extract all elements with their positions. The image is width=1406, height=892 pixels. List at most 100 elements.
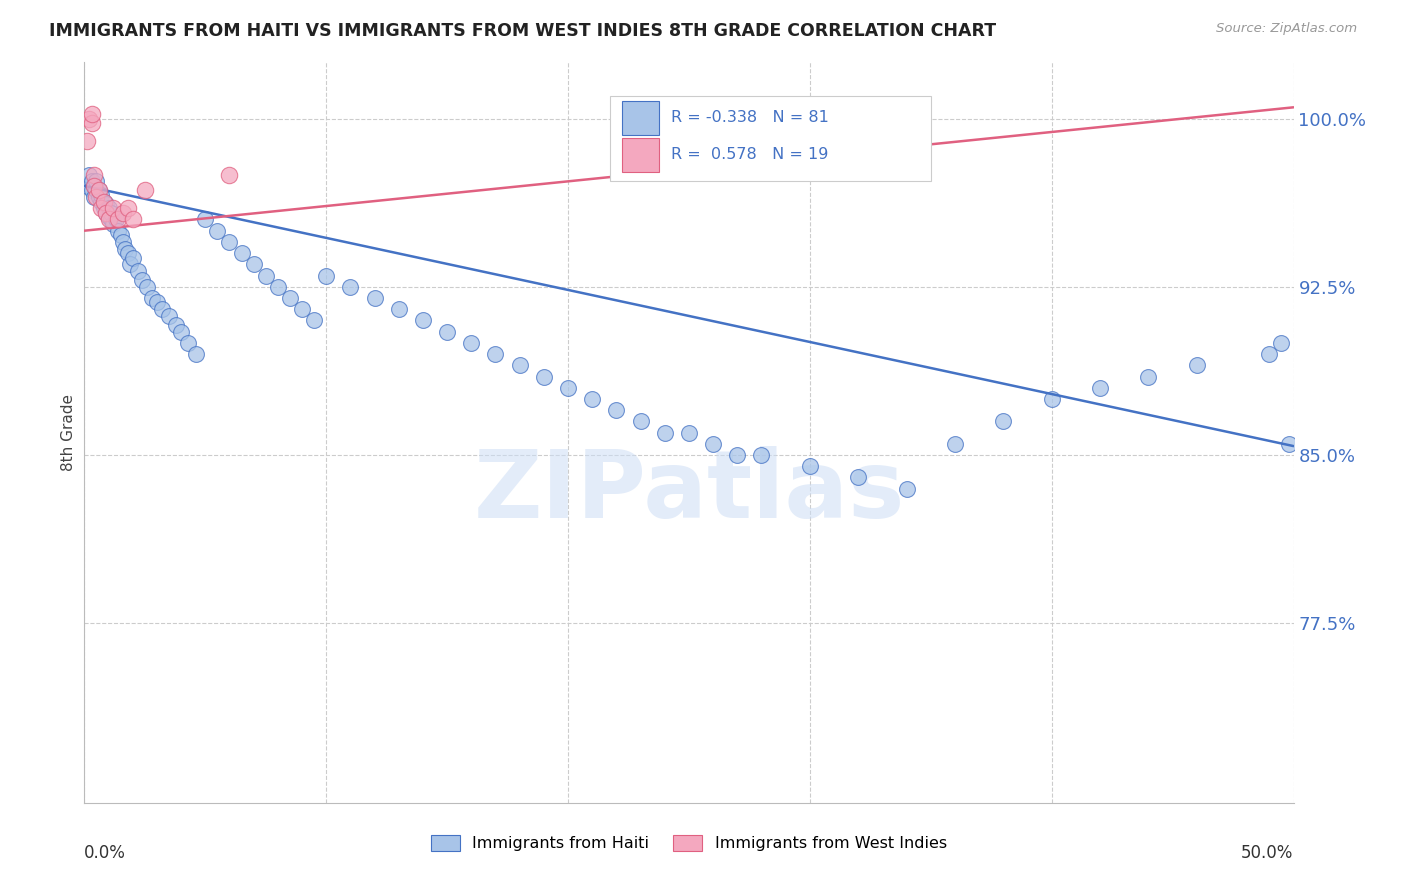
- Point: [315, 268, 337, 283]
- Point: [436, 325, 458, 339]
- Point: [1185, 359, 1208, 373]
- Point: [83, 178, 105, 193]
- Point: [302, 313, 325, 327]
- Point: [184, 347, 207, 361]
- Point: [1137, 369, 1160, 384]
- Text: Source: ZipAtlas.com: Source: ZipAtlas.com: [1216, 22, 1357, 36]
- Text: IMMIGRANTS FROM HAITI VS IMMIGRANTS FROM WEST INDIES 8TH GRADE CORRELATION CHART: IMMIGRANTS FROM HAITI VS IMMIGRANTS FROM…: [49, 22, 997, 40]
- Point: [177, 335, 200, 350]
- Point: [157, 309, 180, 323]
- Point: [121, 251, 143, 265]
- Point: [90, 194, 112, 209]
- Point: [94, 206, 117, 220]
- Point: [117, 246, 139, 260]
- Point: [77, 168, 100, 182]
- Point: [93, 201, 115, 215]
- Text: ZIPatlas: ZIPatlas: [474, 446, 904, 538]
- Point: [87, 183, 110, 197]
- Point: [557, 381, 579, 395]
- Point: [121, 212, 143, 227]
- Point: [460, 335, 482, 350]
- Point: [87, 190, 110, 204]
- Point: [605, 403, 627, 417]
- Point: [94, 196, 117, 211]
- Point: [134, 183, 156, 197]
- Legend: Immigrants from Haiti, Immigrants from West Indies: Immigrants from Haiti, Immigrants from W…: [425, 829, 953, 858]
- Point: [678, 425, 700, 440]
- Point: [107, 212, 129, 227]
- Point: [581, 392, 603, 406]
- Point: [83, 168, 105, 182]
- Point: [725, 448, 748, 462]
- Point: [267, 280, 290, 294]
- Point: [87, 183, 110, 197]
- Point: [993, 414, 1015, 428]
- Bar: [623, 138, 659, 171]
- Point: [150, 302, 173, 317]
- Point: [97, 211, 120, 225]
- Point: [484, 347, 506, 361]
- Point: [799, 459, 821, 474]
- Point: [112, 206, 135, 220]
- Point: [136, 280, 159, 294]
- Point: [388, 302, 411, 317]
- Point: [896, 482, 918, 496]
- Point: [76, 134, 98, 148]
- Bar: [610, 95, 931, 181]
- Point: [630, 414, 652, 428]
- Point: [141, 291, 163, 305]
- Point: [80, 107, 103, 121]
- Point: [80, 174, 103, 188]
- Text: R =  0.578   N = 19: R = 0.578 N = 19: [671, 147, 828, 162]
- Point: [127, 264, 149, 278]
- Point: [90, 201, 112, 215]
- Point: [100, 206, 122, 220]
- Point: [93, 194, 115, 209]
- Point: [1258, 347, 1281, 361]
- Point: [146, 295, 169, 310]
- Point: [1270, 335, 1292, 350]
- Point: [76, 178, 98, 193]
- Point: [80, 116, 103, 130]
- Text: R = -0.338   N = 81: R = -0.338 N = 81: [671, 111, 828, 126]
- Point: [94, 206, 117, 220]
- Point: [131, 273, 153, 287]
- Point: [278, 291, 301, 305]
- Point: [80, 183, 103, 197]
- Point: [846, 470, 869, 484]
- Point: [943, 437, 966, 451]
- Point: [654, 425, 676, 440]
- Point: [207, 224, 229, 238]
- Y-axis label: 8th Grade: 8th Grade: [60, 394, 76, 471]
- Point: [83, 190, 105, 204]
- Point: [114, 242, 136, 256]
- Point: [291, 302, 314, 317]
- Point: [339, 280, 361, 294]
- Point: [363, 291, 385, 305]
- Point: [170, 325, 193, 339]
- Point: [110, 228, 132, 243]
- Point: [533, 369, 555, 384]
- Point: [104, 212, 127, 227]
- Point: [412, 313, 434, 327]
- Point: [1278, 437, 1301, 451]
- Point: [103, 217, 125, 231]
- Point: [1040, 392, 1063, 406]
- Point: [100, 212, 122, 227]
- Point: [242, 257, 264, 271]
- Point: [751, 448, 773, 462]
- Point: [103, 201, 125, 215]
- Point: [218, 235, 240, 249]
- Point: [107, 224, 129, 238]
- Point: [83, 178, 105, 193]
- Point: [117, 201, 139, 215]
- Point: [86, 183, 108, 197]
- Point: [120, 257, 142, 271]
- Point: [86, 190, 108, 204]
- Point: [231, 246, 253, 260]
- Point: [702, 437, 724, 451]
- Point: [194, 212, 217, 227]
- Point: [218, 168, 240, 182]
- Point: [165, 318, 187, 332]
- Text: 0.0%: 0.0%: [84, 844, 127, 862]
